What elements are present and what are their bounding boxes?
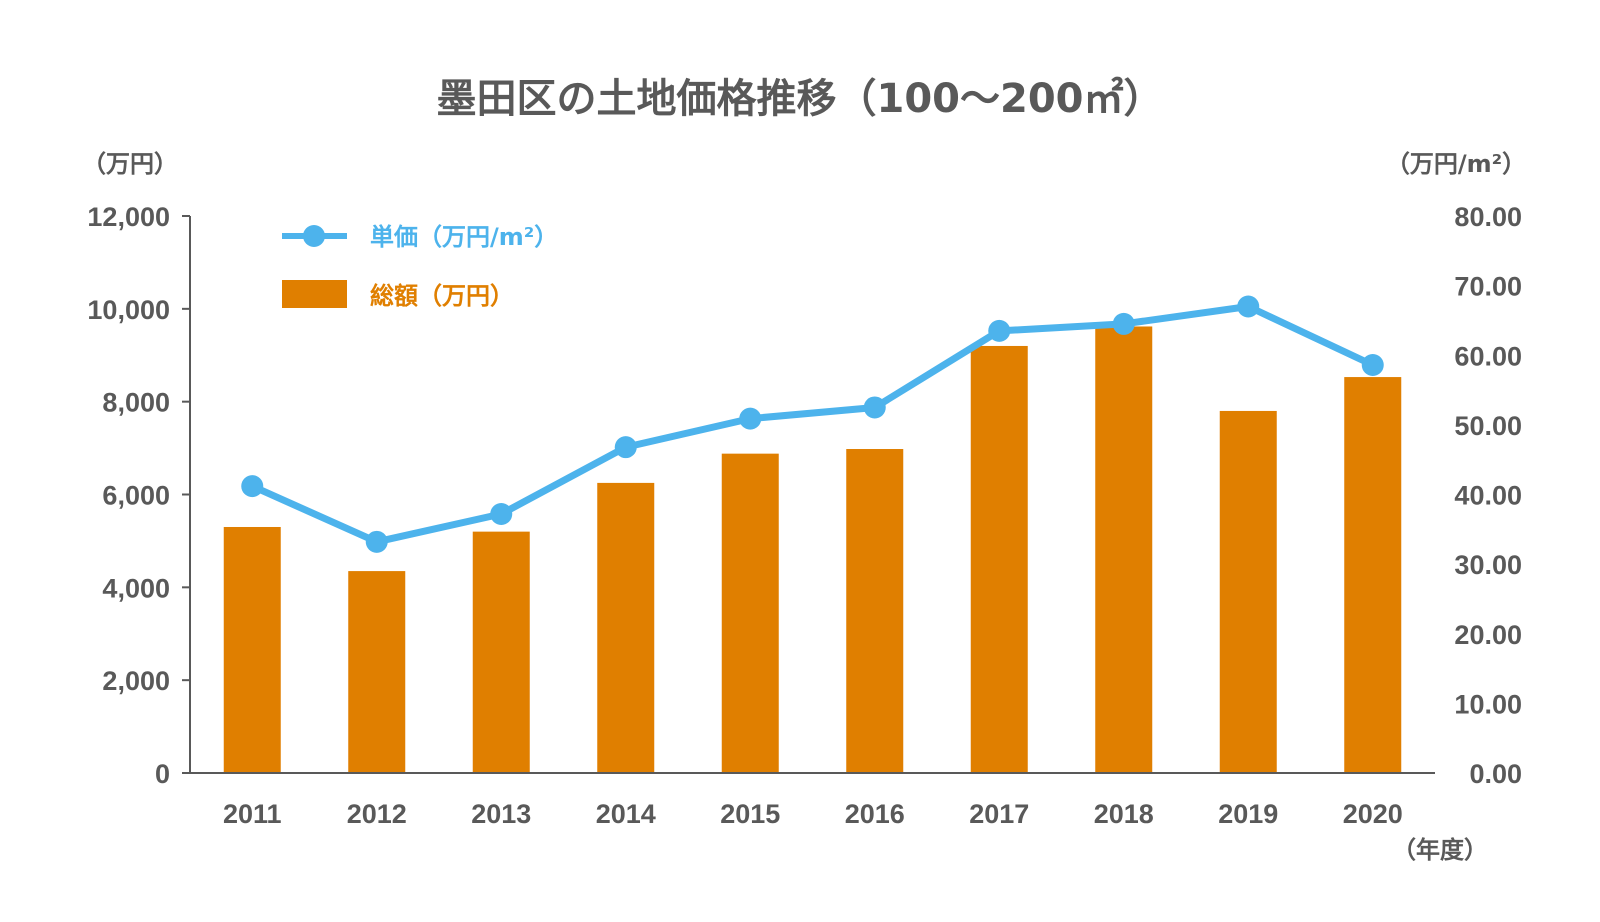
left-tick-label: 10,000 [87, 295, 170, 325]
total-price-bar [223, 526, 281, 773]
total-price-bar [1219, 410, 1277, 773]
total-price-bars [223, 326, 1402, 773]
total-price-bar [721, 453, 779, 773]
right-tick-label: 20.00 [1454, 620, 1522, 650]
unit-price-point [1237, 295, 1260, 318]
left-axis-ticks: 0 2,000 4,000 6,000 8,000 10,000 12,000 [87, 202, 190, 789]
unit-price-point [365, 530, 388, 553]
left-tick-label: 4,000 [102, 573, 170, 603]
x-tick-label: 2018 [1094, 799, 1154, 829]
unit-price-point [739, 407, 762, 430]
total-price-bar [1344, 377, 1402, 773]
x-tick-label: 2017 [969, 799, 1029, 829]
x-axis-unit: （年度） [1392, 836, 1488, 864]
unit-price-line-path [250, 303, 1375, 546]
legend-line-marker [303, 225, 325, 247]
total-price-bar [970, 345, 1028, 773]
right-tick-label: 30.00 [1454, 550, 1522, 580]
right-tick-label: 10.00 [1454, 689, 1522, 719]
right-tick-label: 40.00 [1454, 481, 1522, 511]
left-tick-label: 12,000 [87, 202, 170, 232]
unit-price-point [988, 319, 1011, 342]
right-tick-label: 0.00 [1469, 759, 1522, 789]
right-tick-label: 70.00 [1454, 272, 1522, 302]
left-tick-label: 6,000 [102, 481, 170, 511]
legend-line-label: 単価（万円/m²） [370, 223, 558, 251]
total-price-bar [597, 482, 655, 773]
total-price-bar [1095, 326, 1153, 773]
x-tick-label: 2015 [720, 799, 780, 829]
total-price-bar [472, 531, 530, 773]
x-tick-label: 2012 [347, 799, 407, 829]
right-tick-label: 60.00 [1454, 341, 1522, 371]
right-axis-unit: （万円/m²） [1386, 150, 1526, 178]
x-tick-label: 2013 [471, 799, 531, 829]
right-axis-ticks: 0.00 10.00 20.00 30.00 40.00 50.00 60.00 70.00 8… [1454, 202, 1522, 789]
unit-price-point [1361, 353, 1384, 376]
legend-bar-swatch [282, 280, 347, 308]
right-tick-label: 80.00 [1454, 202, 1522, 232]
unit-price-point [241, 475, 264, 498]
unit-price-point [863, 396, 886, 419]
unit-price-point [490, 502, 513, 525]
right-tick-label: 50.00 [1454, 411, 1522, 441]
left-axis-unit: （万円） [82, 150, 178, 178]
legend-bar-label: 総額（万円） [370, 282, 514, 310]
x-tick-label: 2019 [1218, 799, 1278, 829]
x-tick-label: 2014 [596, 799, 656, 829]
legend: 単価（万円/m²） 総額（万円） [282, 223, 558, 310]
left-tick-label: 8,000 [102, 388, 170, 418]
x-axis-ticks: 2011 2012 2013 2014 2015 2016 2017 2018 2019 2020 [223, 799, 1403, 829]
left-tick-label: 0 [155, 759, 170, 789]
x-tick-label: 2016 [845, 799, 905, 829]
x-tick-label: 2011 [223, 799, 282, 829]
left-tick-label: 2,000 [102, 666, 170, 696]
unit-price-point [1112, 312, 1135, 335]
unit-price-line [241, 295, 1384, 553]
chart-title: 墨田区の土地価格推移（100〜200㎡） [437, 76, 1164, 122]
unit-price-point [614, 436, 637, 459]
x-tick-label: 2020 [1343, 799, 1403, 829]
total-price-bar [846, 449, 904, 773]
total-price-bar [348, 571, 406, 773]
